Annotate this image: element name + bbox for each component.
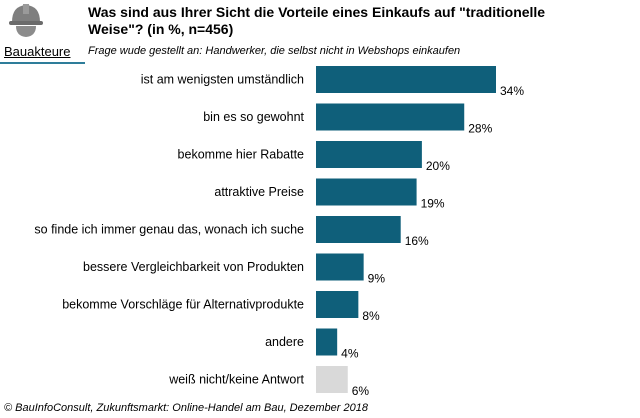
value-label: 16% <box>405 234 429 248</box>
category-label: bessere Vergleichbarkeit von Produkten <box>83 260 304 274</box>
category-label: attraktive Preise <box>214 185 304 199</box>
bar-1 <box>316 103 465 131</box>
value-label: 19% <box>421 197 445 211</box>
category-label: so finde ich immer genau das, wonach ich… <box>34 223 304 237</box>
bar-2 <box>316 141 422 168</box>
source-footer: © BauInfoConsult, Zukunftsmarkt: Online-… <box>4 402 368 414</box>
category-label: bin es so gewohnt <box>203 110 304 124</box>
bar-5 <box>316 253 364 281</box>
bar-7 <box>316 328 338 356</box>
category-label: andere <box>265 335 304 349</box>
value-label: 34% <box>500 84 524 98</box>
bar-3 <box>316 178 417 206</box>
value-label: 9% <box>368 272 386 286</box>
category-label: weiß nicht/keine Antwort <box>168 373 304 387</box>
value-label: 4% <box>341 347 359 361</box>
value-label: 20% <box>426 159 450 173</box>
category-label: ist am wenigsten umständlich <box>141 73 304 87</box>
bar-6 <box>316 291 359 318</box>
value-label: 8% <box>362 309 380 323</box>
bar-4 <box>316 216 401 243</box>
value-label: 6% <box>352 384 370 398</box>
category-label: bekomme hier Rabatte <box>178 148 305 162</box>
bar-0 <box>316 66 496 93</box>
category-label: bekomme Vorschläge für Alternativprodukt… <box>62 298 304 312</box>
chart-title: Was sind aus Ihrer Sicht die Vorteile ei… <box>88 4 546 37</box>
value-label: 28% <box>468 122 492 136</box>
chart-subtitle: Frage wude gestellt an: Handwerker, die … <box>88 45 461 57</box>
helmet-worker-icon <box>9 4 43 37</box>
side-label: Bauakteure <box>4 44 71 59</box>
divider <box>0 62 85 64</box>
bar-8 <box>316 366 348 393</box>
